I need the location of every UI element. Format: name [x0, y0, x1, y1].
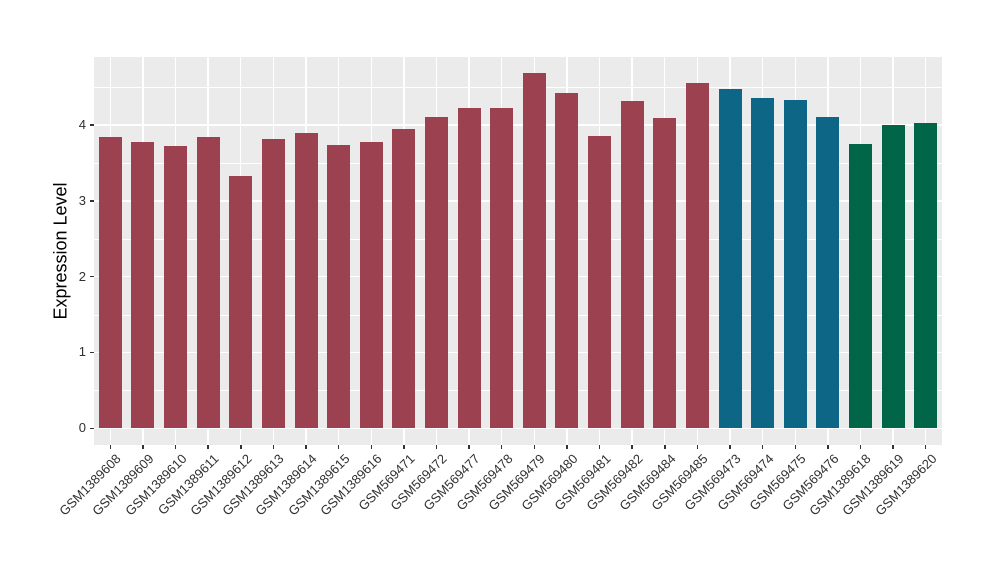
bar-GSM1389612 [229, 175, 253, 429]
y-tick-mark [90, 124, 94, 126]
x-tick-mark [403, 445, 405, 449]
x-tick-mark [109, 445, 112, 449]
major-gridline [94, 351, 942, 354]
bar-GSM569472 [424, 116, 448, 429]
bar-GSM1389613 [261, 138, 285, 429]
x-tick-mark [696, 445, 699, 449]
x-tick-mark [305, 445, 307, 449]
x-tick-mark [892, 445, 894, 449]
x-tick-mark [468, 445, 470, 449]
x-tick-mark [435, 445, 438, 449]
bar-GSM569471 [392, 128, 416, 429]
x-tick-mark [827, 445, 829, 449]
bar-GSM1389610 [164, 146, 188, 429]
major-gridline [94, 427, 942, 430]
bar-GSM1389609 [131, 142, 155, 429]
x-tick-mark [566, 445, 568, 449]
bar-GSM569481 [588, 135, 612, 429]
x-tick-mark [598, 445, 601, 449]
plot-panel [94, 57, 942, 445]
bar-GSM569485 [685, 82, 709, 429]
bar-GSM1389618 [848, 143, 872, 429]
x-tick-mark [664, 445, 666, 449]
bar-GSM569479 [522, 73, 546, 429]
major-gridline [94, 124, 942, 126]
x-tick-mark [370, 445, 373, 449]
y-tick-mark [90, 275, 94, 278]
x-tick-mark [794, 445, 797, 449]
minor-gridline [94, 87, 942, 88]
x-tick-mark [631, 445, 633, 449]
minor-gridline [94, 162, 942, 164]
y-tick-label: 3 [78, 192, 86, 208]
x-tick-mark [142, 445, 144, 449]
bar-GSM569473 [718, 88, 742, 429]
major-gridline [94, 200, 942, 202]
y-tick-label: 4 [78, 117, 86, 132]
bar-GSM1389616 [359, 141, 383, 429]
x-tick-mark [729, 445, 731, 449]
x-tick-mark [337, 445, 340, 449]
x-tick-mark [240, 445, 242, 449]
x-tick-mark [272, 445, 275, 449]
y-tick-label: 2 [78, 268, 86, 284]
minor-gridline [94, 390, 942, 392]
bar-GSM1389619 [881, 125, 905, 429]
minor-gridline [94, 238, 942, 240]
y-tick-mark [90, 427, 94, 430]
x-tick-mark [533, 445, 536, 449]
bar-GSM569474 [751, 98, 775, 429]
bar-GSM1389614 [294, 132, 318, 429]
x-tick-mark [761, 445, 764, 449]
y-tick-label: 0 [78, 420, 86, 436]
x-tick-mark [500, 445, 503, 449]
x-tick-mark [924, 445, 927, 449]
bar-GSM569484 [653, 118, 677, 429]
bar-GSM569476 [816, 116, 840, 429]
y-tick-mark [90, 200, 94, 202]
y-tick-label: 1 [78, 344, 86, 360]
bar-GSM1389611 [196, 137, 220, 429]
bar-GSM569475 [783, 99, 807, 429]
x-tick-mark [859, 445, 862, 449]
x-tick-mark [207, 445, 209, 449]
major-gridline [94, 275, 942, 278]
y-tick-mark [90, 351, 94, 354]
minor-gridline [94, 314, 942, 316]
bar-GSM569482 [620, 101, 644, 429]
bar-GSM569478 [490, 107, 514, 429]
x-tick-mark [174, 445, 177, 449]
bar-GSM1389615 [327, 145, 351, 429]
bar-GSM569480 [555, 93, 579, 429]
bar-GSM569477 [457, 107, 481, 429]
bar-GSM1389608 [98, 137, 122, 429]
bar-GSM1389620 [914, 122, 938, 429]
